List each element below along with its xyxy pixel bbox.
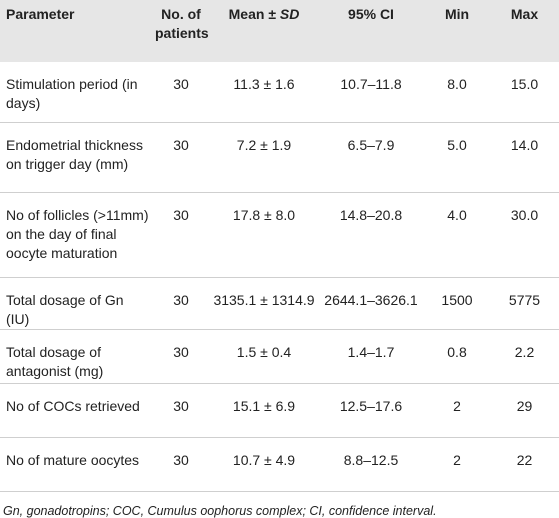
value-cell: 2 bbox=[453, 397, 461, 414]
table-row: Endometrial thickness on trigger day (mm… bbox=[0, 122, 559, 192]
value-cell: 8.8–12.5 bbox=[343, 451, 399, 468]
data-table: Parameter No. of patients Mean ± SD 95% CI M… bbox=[0, 0, 559, 491]
table-row: No of mature oocytes 30 10.7 ± 4.9 8.8–12.5… bbox=[0, 437, 559, 491]
parameter-cell: Stimulation period (in days) bbox=[6, 76, 138, 111]
value-cell: 5.0 bbox=[447, 136, 467, 153]
header-cell: Min bbox=[424, 0, 490, 62]
parameter-cell: Total dosage of Gn (IU) bbox=[6, 291, 124, 327]
table-row: No of follicles (>11mm) on the day of fi… bbox=[0, 192, 559, 277]
header-cell: No. of patients bbox=[152, 0, 210, 62]
value-cell: 29 bbox=[516, 397, 533, 414]
value-cell: 10.7 ± 4.9 bbox=[232, 451, 296, 468]
value-cell: 22 bbox=[516, 451, 533, 468]
value-cell: 30.0 bbox=[510, 206, 539, 223]
table-row: Stimulation period (in days) 30 11.3 ± 1.6… bbox=[0, 62, 559, 122]
value-cell: 2644.1–3626.1 bbox=[324, 291, 418, 308]
value-cell: 30 bbox=[173, 291, 189, 308]
value-cell: 4.0 bbox=[447, 206, 467, 223]
footnote: Gn, gonadotropins; COC, Cumulus oophorus… bbox=[3, 503, 437, 518]
value-cell: 2 bbox=[453, 451, 461, 468]
value-cell: 7.2 ± 1.9 bbox=[236, 136, 292, 153]
table-row: No of COCs retrieved 30 15.1 ± 6.9 12.5–17.… bbox=[0, 383, 559, 437]
value-cell: 17.8 ± 8.0 bbox=[232, 206, 296, 223]
value-cell: 30 bbox=[173, 206, 189, 223]
value-cell: 11.3 ± 1.6 bbox=[233, 76, 295, 92]
value-cell: 12.5–17.6 bbox=[339, 397, 403, 414]
table-row: Total dosage of antagonist (mg) 30 1.5 ± 0… bbox=[0, 329, 559, 383]
parameter-cell: Endometrial thickness on trigger day (mm… bbox=[6, 136, 143, 172]
value-cell: 10.7–11.8 bbox=[340, 76, 402, 92]
header-cell: Mean ± SD bbox=[210, 0, 318, 62]
value-cell: 3135.1 ± 1314.9 bbox=[213, 291, 315, 308]
value-cell: 30 bbox=[173, 76, 189, 92]
value-cell: 30 bbox=[173, 343, 189, 360]
value-cell: 2.2 bbox=[514, 343, 535, 360]
table-row: Total dosage of Gn (IU) 30 3135.1 ± 1314.9… bbox=[0, 277, 559, 329]
value-cell: 15.1 ± 6.9 bbox=[232, 397, 296, 414]
parameter-cell: No of COCs retrieved bbox=[6, 397, 140, 414]
value-cell: 30 bbox=[173, 397, 189, 414]
value-cell: 5775 bbox=[508, 291, 541, 308]
header-cell: Max bbox=[490, 0, 559, 62]
header-cell: Parameter bbox=[0, 0, 152, 62]
header-cell: 95% CI bbox=[318, 0, 424, 62]
value-cell: 15.0 bbox=[510, 76, 539, 92]
value-cell: 1500 bbox=[441, 291, 473, 308]
table-body: Stimulation period (in days) 30 11.3 ± 1.6… bbox=[0, 62, 559, 491]
parameter-cell: No of mature oocytes bbox=[6, 451, 140, 468]
value-cell: 0.8 bbox=[447, 343, 467, 360]
value-cell: 14.0 bbox=[510, 136, 539, 153]
header-row: Parameter No. of patients Mean ± SD 95% CI M… bbox=[0, 0, 559, 62]
header-text: Mean ± bbox=[228, 6, 280, 22]
value-cell: 30 bbox=[173, 136, 189, 153]
value-cell: 6.5–7.9 bbox=[347, 136, 395, 153]
value-cell: 14.8–20.8 bbox=[339, 206, 403, 223]
value-cell: 1.4–1.7 bbox=[347, 343, 395, 360]
parameter-cell: No of follicles (>11mm) on the day of fi… bbox=[6, 206, 149, 261]
value-cell: 30 bbox=[173, 451, 189, 468]
parameter-cell: Total dosage of antagonist (mg) bbox=[6, 343, 104, 379]
value-cell: 1.5 ± 0.4 bbox=[236, 343, 292, 360]
header-text: SD bbox=[279, 6, 300, 22]
value-cell: 8.0 bbox=[447, 76, 467, 92]
